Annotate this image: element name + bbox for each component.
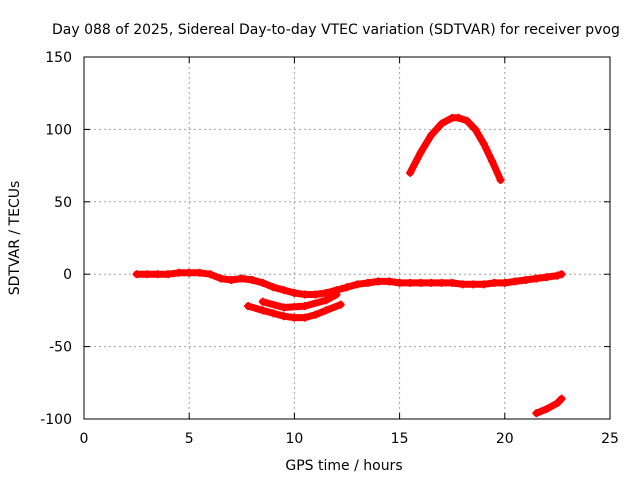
data-point bbox=[300, 313, 309, 322]
data-point bbox=[374, 277, 383, 286]
y-tick-label: -100 bbox=[40, 412, 72, 428]
data-point bbox=[532, 409, 541, 418]
plot-frame bbox=[83, 56, 611, 420]
series-track-rise bbox=[406, 114, 505, 184]
data-point bbox=[321, 296, 330, 305]
data-point bbox=[153, 270, 162, 279]
data-point bbox=[385, 277, 394, 286]
y-tick-label: 0 bbox=[63, 267, 72, 283]
data-point bbox=[311, 310, 320, 319]
data-point bbox=[427, 278, 436, 287]
y-axis-label: SDTVAR / TECUs bbox=[7, 181, 23, 296]
x-tick-label: 0 bbox=[80, 431, 89, 447]
data-point bbox=[143, 270, 152, 279]
data-point bbox=[216, 274, 225, 283]
series-track-end bbox=[532, 395, 566, 417]
data-point bbox=[437, 119, 446, 128]
data-point bbox=[521, 275, 530, 284]
chart-title: Day 088 of 2025, Sidereal Day-to-day VTE… bbox=[52, 22, 620, 38]
data-point bbox=[437, 278, 446, 287]
data-point bbox=[248, 275, 257, 284]
data-point bbox=[479, 280, 488, 289]
x-tick-label: 5 bbox=[185, 431, 194, 447]
data-point bbox=[427, 131, 436, 140]
data-point bbox=[416, 148, 425, 157]
data-point bbox=[532, 274, 541, 283]
data-point bbox=[542, 273, 551, 282]
data-point bbox=[500, 278, 509, 287]
data-point bbox=[185, 268, 194, 277]
data-point bbox=[496, 176, 505, 185]
y-tick-label: 150 bbox=[45, 50, 72, 66]
data-point bbox=[490, 278, 499, 287]
data-point bbox=[343, 283, 351, 292]
y-tick-label: 50 bbox=[54, 195, 72, 211]
data-point bbox=[395, 278, 404, 287]
data-point bbox=[300, 290, 309, 299]
data-point bbox=[321, 306, 330, 315]
data-point bbox=[448, 278, 457, 287]
data-point bbox=[132, 270, 141, 279]
data-point bbox=[364, 278, 373, 287]
y-tick-label: 100 bbox=[45, 122, 72, 138]
data-marks bbox=[132, 113, 566, 418]
data-point bbox=[300, 302, 309, 311]
data-point bbox=[416, 278, 425, 287]
data-point bbox=[279, 286, 288, 295]
data-point bbox=[406, 168, 415, 177]
data-point bbox=[290, 289, 299, 298]
axis-ticks: 0 5 10 15 20 25 -100 -50 0 50 100 150 bbox=[40, 50, 619, 447]
data-point bbox=[227, 275, 236, 284]
data-point bbox=[488, 157, 497, 166]
data-point bbox=[258, 306, 267, 315]
data-point bbox=[258, 297, 267, 306]
data-point bbox=[406, 278, 415, 287]
data-point bbox=[557, 270, 566, 279]
data-point bbox=[454, 113, 463, 122]
x-tick-label: 25 bbox=[601, 431, 619, 447]
data-point bbox=[237, 274, 246, 283]
data-point bbox=[458, 280, 467, 289]
y-tick-label: -50 bbox=[49, 340, 72, 356]
x-tick-label: 10 bbox=[285, 431, 303, 447]
data-point bbox=[244, 302, 253, 311]
data-point bbox=[279, 312, 288, 321]
data-point bbox=[471, 125, 480, 134]
x-tick-label: 15 bbox=[391, 431, 409, 447]
data-point bbox=[269, 309, 278, 318]
data-point bbox=[557, 394, 566, 403]
data-point bbox=[269, 283, 278, 292]
data-point bbox=[195, 268, 204, 277]
data-point bbox=[174, 268, 183, 277]
data-point bbox=[311, 290, 320, 299]
grid bbox=[84, 57, 610, 419]
data-point bbox=[462, 116, 471, 125]
data-point bbox=[279, 303, 288, 312]
data-point bbox=[542, 404, 551, 413]
data-point bbox=[164, 270, 173, 279]
data-point bbox=[206, 270, 215, 279]
data-point bbox=[290, 313, 299, 322]
data-point bbox=[258, 278, 267, 287]
data-point bbox=[353, 280, 362, 289]
data-point bbox=[479, 139, 488, 148]
data-point bbox=[336, 300, 345, 309]
data-point bbox=[332, 290, 341, 299]
x-tick-label: 20 bbox=[496, 431, 514, 447]
data-point bbox=[321, 289, 330, 298]
x-axis-label: GPS time / hours bbox=[285, 458, 402, 474]
data-point bbox=[469, 280, 478, 289]
data-point bbox=[553, 271, 562, 280]
data-point bbox=[511, 277, 520, 286]
data-point bbox=[553, 399, 562, 408]
